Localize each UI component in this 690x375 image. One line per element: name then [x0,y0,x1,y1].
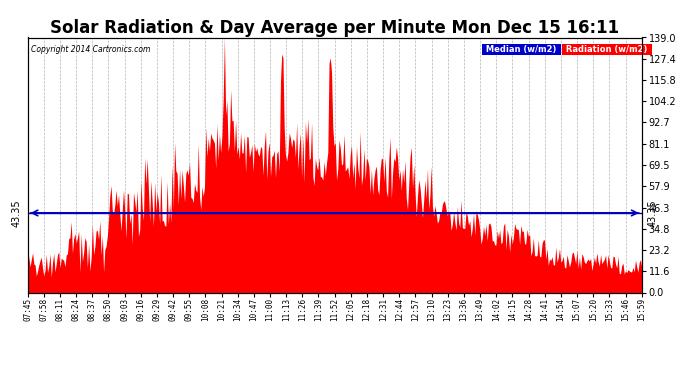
Text: Radiation (w/m2): Radiation (w/m2) [563,45,651,54]
Text: 43.35: 43.35 [12,199,21,227]
Text: 43.35: 43.35 [648,199,658,227]
Title: Solar Radiation & Day Average per Minute Mon Dec 15 16:11: Solar Radiation & Day Average per Minute… [50,20,619,38]
Text: Copyright 2014 Cartronics.com: Copyright 2014 Cartronics.com [30,45,150,54]
Text: Median (w/m2): Median (w/m2) [483,45,560,54]
